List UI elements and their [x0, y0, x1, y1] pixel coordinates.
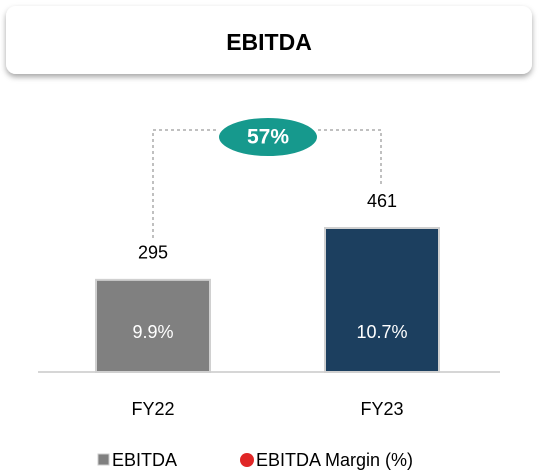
legend-swatch [97, 453, 110, 466]
bar-value-label: 295 [138, 243, 168, 263]
x-tick-label: FY23 [360, 399, 403, 419]
margin-label: 10.7% [356, 322, 407, 342]
growth-connector [152, 129, 382, 238]
legend-label: EBITDA [112, 450, 177, 470]
growth-badge-shape [217, 116, 319, 158]
chart-title: EBITDA [226, 29, 312, 55]
bar-value-label: 461 [367, 191, 397, 211]
growth-badge: 57% [217, 116, 319, 158]
bar [324, 227, 440, 373]
legend-swatch [240, 453, 254, 467]
growth-label: 57% [247, 126, 289, 149]
title-box [6, 6, 532, 74]
bar [95, 278, 211, 374]
x-tick-label: FY22 [131, 399, 174, 419]
legend-label: EBITDA Margin (%) [256, 450, 413, 470]
margin-label: 9.9% [132, 322, 173, 342]
